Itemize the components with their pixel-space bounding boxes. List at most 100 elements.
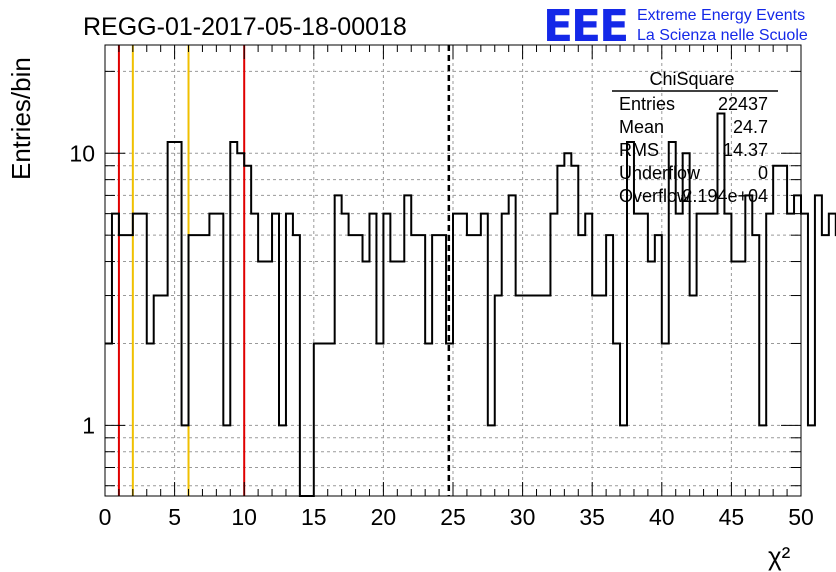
x-axis-label: χ² <box>768 541 791 571</box>
histogram-bin <box>453 214 460 496</box>
histogram-bin <box>557 166 564 496</box>
histogram-bin <box>523 296 530 496</box>
eee-logo-line1: Extreme Energy Events <box>637 7 805 24</box>
histogram-bin <box>543 296 550 496</box>
histogram-bin <box>376 343 383 496</box>
histogram-bin <box>147 343 154 496</box>
histogram-bins <box>105 114 836 496</box>
histogram-bin <box>342 214 349 496</box>
histogram-bin <box>564 153 571 496</box>
eee-logo: EEE Extreme Energy Events La Scienza nel… <box>543 1 808 52</box>
histogram-bin <box>335 195 342 496</box>
histogram-bin <box>655 235 662 496</box>
stats-row-label: Entries <box>619 94 675 114</box>
histogram-bin <box>209 214 216 496</box>
x-tick-label: 10 <box>231 504 257 530</box>
y-tick-label: 1 <box>82 412 95 438</box>
x-tick-label: 25 <box>440 504 466 530</box>
histogram-bin <box>105 343 112 496</box>
histogram-bin <box>599 296 606 496</box>
histogram-bin <box>690 296 697 496</box>
axis-ticks <box>104 45 802 496</box>
histogram-bin <box>119 235 126 496</box>
histogram-bin <box>161 296 168 496</box>
x-tick-label: 20 <box>371 504 397 530</box>
histogram-bin <box>711 214 718 496</box>
histogram-bin <box>195 235 202 496</box>
histogram-bin <box>474 235 481 496</box>
histogram-bin <box>780 166 787 496</box>
histogram-bin <box>439 235 446 496</box>
histogram-bin <box>314 343 321 496</box>
stats-row-value: 24.7 <box>733 117 768 137</box>
chart-title: REGG-01-2017-05-18-00018 <box>83 13 407 41</box>
stats-row-value: 2.194e+04 <box>682 186 768 206</box>
histogram-bin <box>662 343 669 496</box>
histogram-bin <box>432 235 439 496</box>
histogram-series <box>105 112 836 497</box>
histogram-bin <box>495 296 502 496</box>
histogram-bin <box>418 235 425 496</box>
histogram-bin <box>738 262 745 496</box>
stats-row-value: 14.37 <box>723 140 768 160</box>
histogram-bin <box>704 214 711 496</box>
histogram-bin <box>133 214 140 496</box>
histogram-bin <box>516 296 523 496</box>
x-tick-label: 30 <box>510 504 536 530</box>
histogram-bin <box>592 296 599 496</box>
histogram-bin <box>272 214 279 496</box>
y-axis-label: Entries/bin <box>6 57 36 180</box>
histogram-bin <box>328 343 335 496</box>
x-tick-label: 5 <box>168 504 181 530</box>
histogram-bin <box>585 214 592 496</box>
histogram-bin <box>808 425 815 496</box>
stats-rows: Entries 22437 Mean 24.7 RMS 14.37 Underflow 0 Ov… <box>619 94 768 206</box>
histogram-bin <box>697 214 704 496</box>
y-tick-labels: 1 10 <box>69 140 95 438</box>
eee-logo-mark: EEE <box>543 1 627 52</box>
histogram-bin <box>509 195 516 496</box>
histogram-bin <box>397 262 404 496</box>
histogram-bin <box>641 214 648 496</box>
histogram-bin <box>571 166 578 496</box>
histogram-bin <box>724 214 731 496</box>
histogram-bin <box>140 214 147 496</box>
histogram-bin <box>731 262 738 496</box>
histogram-bin <box>773 166 780 496</box>
stats-row-label: Overflow <box>619 186 691 206</box>
histogram-bin <box>356 235 363 496</box>
histogram-bin <box>404 195 411 496</box>
histogram-bin <box>349 235 356 496</box>
stats-row-value: 0 <box>758 163 768 183</box>
histogram-bin <box>425 343 432 496</box>
histogram-bin <box>321 343 328 496</box>
histogram-bin <box>265 262 272 496</box>
histogram-bin <box>606 235 613 496</box>
histogram-bin <box>822 235 829 496</box>
histogram-bin <box>717 114 724 496</box>
histogram-bin <box>530 296 537 496</box>
stats-title: ChiSquare <box>649 69 734 89</box>
histogram-bin <box>154 296 161 496</box>
histogram-bin <box>550 214 557 496</box>
histogram-bin <box>244 166 251 496</box>
histogram-bin <box>634 214 641 496</box>
histogram-bin <box>467 235 474 496</box>
histogram-bin <box>369 214 376 496</box>
histogram-bin <box>251 214 258 496</box>
stats-row-value: 22437 <box>718 94 768 114</box>
histogram-bin <box>829 214 836 496</box>
histogram-bin <box>648 262 655 496</box>
histogram-bin <box>363 262 370 496</box>
x-tick-labels: 0 5 10 15 20 25 30 35 40 45 50 <box>99 504 814 530</box>
x-tick-label: 15 <box>301 504 327 530</box>
y-tick-label: 10 <box>69 140 95 166</box>
histogram-bin <box>383 214 390 496</box>
histogram-bin <box>189 235 196 496</box>
histogram-bin <box>258 262 265 496</box>
x-tick-label: 35 <box>579 504 605 530</box>
x-tick-label: 40 <box>649 504 675 530</box>
histogram-bin <box>752 235 759 496</box>
stats-row-label: RMS <box>619 140 659 160</box>
eee-logo-line2: La Scienza nelle Scuole <box>637 27 808 44</box>
